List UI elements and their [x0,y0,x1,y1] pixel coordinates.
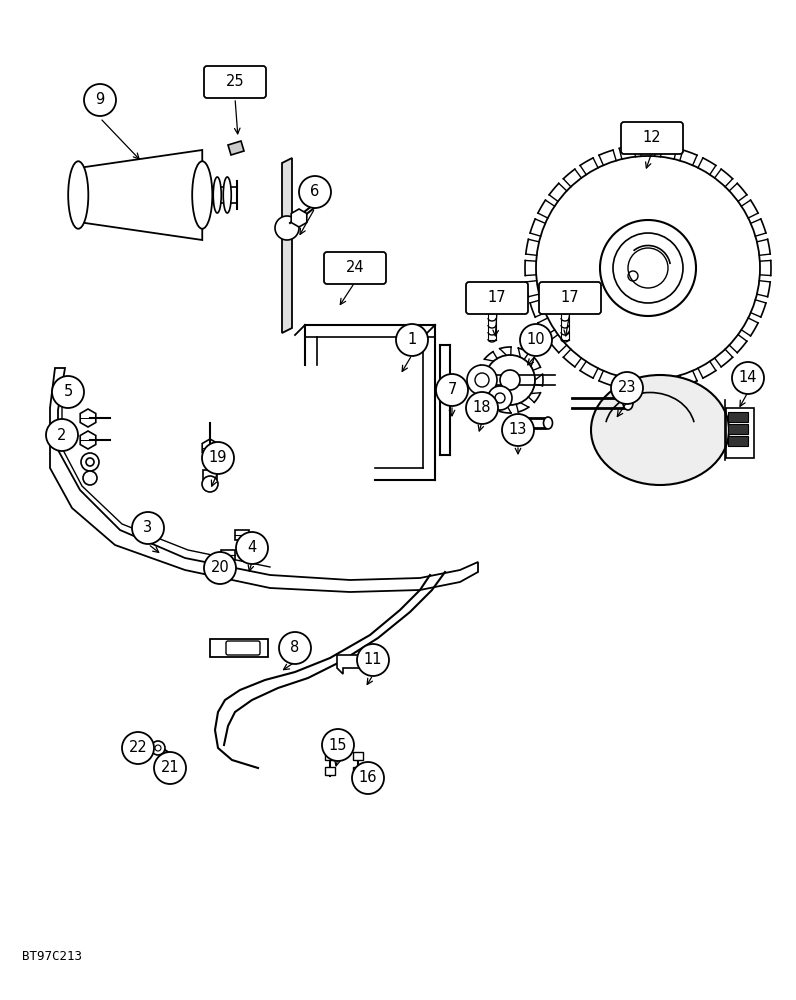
FancyBboxPatch shape [728,412,748,422]
Circle shape [86,458,94,466]
Text: 15: 15 [329,738,347,752]
Circle shape [357,644,389,676]
Ellipse shape [223,177,232,213]
FancyBboxPatch shape [325,767,335,775]
Polygon shape [78,150,202,240]
Circle shape [322,729,354,761]
Ellipse shape [192,161,213,229]
Circle shape [600,220,696,316]
Circle shape [275,216,299,240]
Polygon shape [80,409,96,427]
Circle shape [151,741,165,755]
Text: 2: 2 [57,428,67,442]
Circle shape [236,532,268,564]
Circle shape [84,84,116,116]
Text: 5: 5 [64,384,72,399]
Circle shape [500,370,520,390]
Text: 21: 21 [161,760,179,776]
Circle shape [204,552,236,584]
Circle shape [154,752,186,784]
Circle shape [352,762,384,794]
Text: 24: 24 [345,260,365,275]
Text: 4: 4 [248,540,256,556]
Ellipse shape [623,396,633,410]
Text: 8: 8 [291,641,299,656]
Circle shape [628,248,668,288]
Circle shape [613,233,683,303]
Circle shape [732,362,764,394]
FancyBboxPatch shape [353,752,363,760]
Text: 14: 14 [739,370,757,385]
Text: 16: 16 [359,770,377,786]
Circle shape [495,393,505,403]
Ellipse shape [213,177,221,213]
Text: 11: 11 [364,652,382,668]
FancyBboxPatch shape [235,530,249,540]
Ellipse shape [591,375,729,485]
Circle shape [168,755,182,769]
Text: 9: 9 [96,93,104,107]
Text: BT97C213: BT97C213 [22,950,82,963]
Circle shape [52,376,84,408]
Text: 3: 3 [143,520,153,536]
Text: 12: 12 [642,130,661,145]
Circle shape [436,374,468,406]
Text: 1: 1 [408,332,416,348]
Text: 17: 17 [488,290,506,306]
FancyBboxPatch shape [226,641,260,655]
Circle shape [46,419,78,451]
Circle shape [299,176,331,208]
Polygon shape [50,368,478,592]
Text: 22: 22 [129,740,147,756]
Text: 7: 7 [447,382,457,397]
Text: 25: 25 [226,75,244,90]
Circle shape [122,732,154,764]
Polygon shape [291,209,306,227]
Text: 17: 17 [560,290,579,306]
Text: 19: 19 [209,450,227,466]
Circle shape [81,453,99,471]
Polygon shape [202,439,218,457]
Circle shape [502,414,534,446]
FancyBboxPatch shape [728,424,748,434]
Text: 10: 10 [527,332,545,348]
Polygon shape [228,141,244,155]
FancyBboxPatch shape [728,436,748,446]
Circle shape [202,476,218,492]
Circle shape [475,373,489,387]
FancyBboxPatch shape [221,550,235,560]
Circle shape [466,392,498,424]
Circle shape [488,386,512,410]
Text: 6: 6 [310,184,320,200]
FancyBboxPatch shape [203,470,217,479]
Circle shape [520,324,552,356]
Polygon shape [80,431,96,449]
Circle shape [83,471,97,485]
FancyBboxPatch shape [325,752,335,760]
Circle shape [279,632,311,664]
Circle shape [467,365,497,395]
Circle shape [132,512,164,544]
Circle shape [202,442,234,474]
Ellipse shape [544,417,552,429]
Text: 20: 20 [211,560,229,576]
Circle shape [396,324,428,356]
Polygon shape [337,655,373,674]
FancyBboxPatch shape [204,66,266,98]
Text: 18: 18 [473,400,491,416]
FancyBboxPatch shape [324,252,386,284]
Text: 13: 13 [509,422,527,438]
Circle shape [611,372,643,404]
FancyBboxPatch shape [621,122,683,154]
Ellipse shape [68,161,88,229]
FancyBboxPatch shape [466,282,528,314]
FancyBboxPatch shape [353,767,363,775]
Polygon shape [210,639,268,657]
FancyBboxPatch shape [539,282,601,314]
Polygon shape [282,158,292,333]
Text: 23: 23 [618,380,636,395]
